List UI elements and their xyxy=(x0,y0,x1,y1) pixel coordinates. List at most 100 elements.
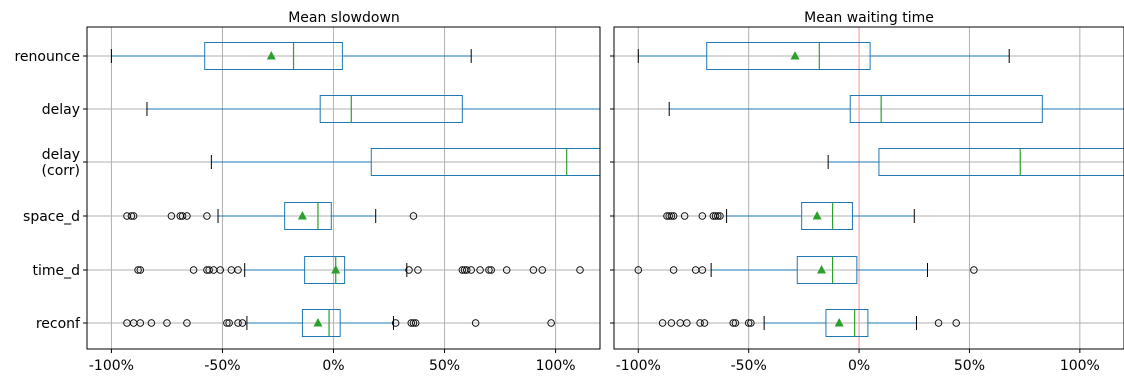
mean-waiting-time-reconf-mean-marker xyxy=(834,318,844,327)
mean-slowdown-reconf-outlier-point xyxy=(471,319,480,327)
mean-slowdown-renounce-box xyxy=(204,42,343,70)
mean-slowdown-time-d-outlier-point xyxy=(538,266,547,274)
mean-slowdown-time-d-mean-marker xyxy=(331,265,341,274)
mean-slowdown-y-tick-label: delay (corr) xyxy=(42,147,80,179)
mean-slowdown-space-d-mean-marker xyxy=(297,211,307,220)
mean-waiting-time-reconf-outlier-point xyxy=(729,319,737,327)
mean-slowdown-title: Mean slowdown xyxy=(288,10,400,26)
mean-slowdown-reconf-outlier-point xyxy=(409,319,418,327)
mean-slowdown-y-tick-label: delay xyxy=(42,102,80,118)
mean-slowdown-time-d-outlier-point xyxy=(485,266,493,274)
mean-slowdown-space-d-outlier-point xyxy=(409,212,418,220)
mean-slowdown-reconf-outlier-point xyxy=(223,319,231,327)
mean-waiting-time-space-d-outlier-point xyxy=(698,212,707,220)
mean-slowdown-axes-frame xyxy=(86,26,601,350)
mean-slowdown-delay-corr-box xyxy=(370,148,600,176)
mean-slowdown-time-d-outlier-point xyxy=(487,266,495,274)
mean-slowdown-x-tick-label: 50% xyxy=(429,358,460,374)
mean-slowdown-x-tick-label: 100% xyxy=(536,358,576,374)
mean-slowdown-renounce-mean-marker xyxy=(266,51,276,60)
mean-slowdown-time-d-outlier-point xyxy=(136,266,145,274)
mean-waiting-time-delay-corr-box xyxy=(878,148,1124,176)
mean-slowdown-space-d-outlier-point xyxy=(167,212,176,220)
mean-slowdown-reconf-box xyxy=(301,309,341,337)
mean-slowdown-reconf-outlier-point xyxy=(547,319,555,327)
mean-slowdown-y-tick-label-line: time_d xyxy=(32,263,80,279)
mean-waiting-time-reconf-outlier-point xyxy=(667,319,676,327)
mean-waiting-time-x-tick-label: -100% xyxy=(616,358,661,374)
mean-slowdown-time-d-outlier-point xyxy=(414,266,422,274)
mean-slowdown-reconf-outlier-point xyxy=(238,319,247,327)
mean-slowdown-y-tick-label: renounce xyxy=(14,49,80,65)
mean-slowdown-time-d-outlier-point xyxy=(234,266,242,274)
mean-waiting-time-reconf-outlier-point xyxy=(952,319,960,327)
mean-waiting-time-time-d-box xyxy=(796,256,858,284)
mean-waiting-time-x-tick-label: 0% xyxy=(848,358,870,374)
mean-slowdown-time-d-outlier-point xyxy=(502,266,511,274)
mean-slowdown-space-d-outlier-point xyxy=(203,212,211,220)
mean-slowdown-panel: Mean slowdown -100% -50% 0% 50% 100% renounce… xyxy=(14,10,601,374)
mean-waiting-time-reconf-outlier-point xyxy=(747,319,755,327)
mean-waiting-time-delay-box xyxy=(849,95,1043,123)
mean-slowdown-x-tick-label: 0% xyxy=(322,358,344,374)
mean-slowdown-reconf-outlier-point xyxy=(407,319,415,327)
mean-slowdown-y-tick-label: reconf xyxy=(36,316,81,332)
mean-slowdown-y-tick-label-line: (corr) xyxy=(42,163,80,179)
mean-slowdown-reconf-outlier-point xyxy=(183,319,191,327)
mean-waiting-time-time-d-outlier-point xyxy=(698,266,707,274)
mean-slowdown-time-d-box xyxy=(304,256,346,284)
mean-slowdown-space-d-box xyxy=(284,202,332,230)
mean-waiting-time-x-tick-label: 50% xyxy=(954,358,985,374)
mean-slowdown-reconf-outlier-point xyxy=(147,319,156,327)
mean-waiting-time-space-d-box xyxy=(801,202,853,230)
mean-waiting-time-reconf-outlier-point xyxy=(700,319,709,327)
mean-waiting-time-reconf-outlier-point xyxy=(934,319,943,327)
mean-waiting-time-space-d-outlier-point xyxy=(716,212,724,220)
mean-slowdown-x-tick-label: -50% xyxy=(204,358,240,374)
mean-waiting-time-reconf-outlier-point xyxy=(744,319,753,327)
mean-slowdown-time-d-outlier-point xyxy=(405,266,413,274)
mean-slowdown-space-d-outlier-point xyxy=(178,212,187,220)
mean-waiting-time-space-d-outlier-point xyxy=(680,212,689,220)
mean-slowdown-time-d-outlier-point xyxy=(467,266,475,274)
mean-waiting-time-time-d-outlier-point xyxy=(970,266,978,274)
mean-slowdown-reconf-outlier-point xyxy=(234,319,242,327)
mean-waiting-time-space-d-mean-marker xyxy=(812,211,822,220)
mean-waiting-time-time-d-outlier-point xyxy=(634,266,643,274)
mean-slowdown-time-d-outlier-point xyxy=(134,266,142,274)
mean-slowdown-reconf-outlier-point xyxy=(163,319,171,327)
mean-slowdown-space-d-outlier-point xyxy=(127,212,136,220)
mean-waiting-time-time-d-mean-marker xyxy=(817,265,827,274)
mean-waiting-time-reconf-box xyxy=(825,309,869,337)
mean-waiting-time-space-d-outlier-point xyxy=(714,212,722,220)
mean-waiting-time-space-d-outlier-point xyxy=(665,212,673,220)
mean-waiting-time-space-d-outlier-point xyxy=(669,212,678,220)
mean-waiting-time-reconf-outlier-point xyxy=(658,319,667,327)
mean-slowdown-y-tick-label-line: renounce xyxy=(14,49,80,65)
mean-slowdown-time-d-outlier-point xyxy=(529,266,538,274)
mean-slowdown-y-tick-label: space_d xyxy=(23,209,80,225)
mean-waiting-time-renounce-box xyxy=(706,42,871,70)
mean-slowdown-reconf-outlier-point xyxy=(225,319,233,327)
mean-slowdown-y-tick-label-line: space_d xyxy=(23,209,80,225)
mean-waiting-time-reconf-outlier-point xyxy=(696,319,704,327)
mean-waiting-time-panel: Mean waiting time -100% -50% 0% 50% 100% xyxy=(610,10,1124,374)
mean-slowdown-y-tick-label-line: delay xyxy=(42,102,80,118)
mean-waiting-time-renounce-mean-marker xyxy=(790,51,800,60)
mean-slowdown-y-tick-label: time_d xyxy=(32,263,80,279)
mean-slowdown-reconf-outlier-point xyxy=(391,319,400,327)
mean-slowdown-y-tick-label-line: reconf xyxy=(36,316,81,332)
mean-slowdown-space-d-outlier-point xyxy=(183,212,191,220)
mean-waiting-time-reconf-outlier-point xyxy=(731,319,740,327)
mean-waiting-time-x-tick-label: 100% xyxy=(1060,358,1100,374)
mean-waiting-time-reconf-outlier-point xyxy=(683,319,691,327)
mean-slowdown-reconf-outlier-point xyxy=(136,319,145,327)
mean-slowdown-time-d-outlier-point xyxy=(476,266,484,274)
mean-slowdown-time-d-outlier-point xyxy=(458,266,467,274)
mean-slowdown-time-d-outlier-point xyxy=(205,266,213,274)
mean-waiting-time-space-d-outlier-point xyxy=(667,212,676,220)
mean-slowdown-time-d-outlier-point xyxy=(189,266,198,274)
mean-slowdown-reconf-outlier-point xyxy=(411,319,420,327)
mean-slowdown-reconf-mean-marker xyxy=(313,318,323,327)
